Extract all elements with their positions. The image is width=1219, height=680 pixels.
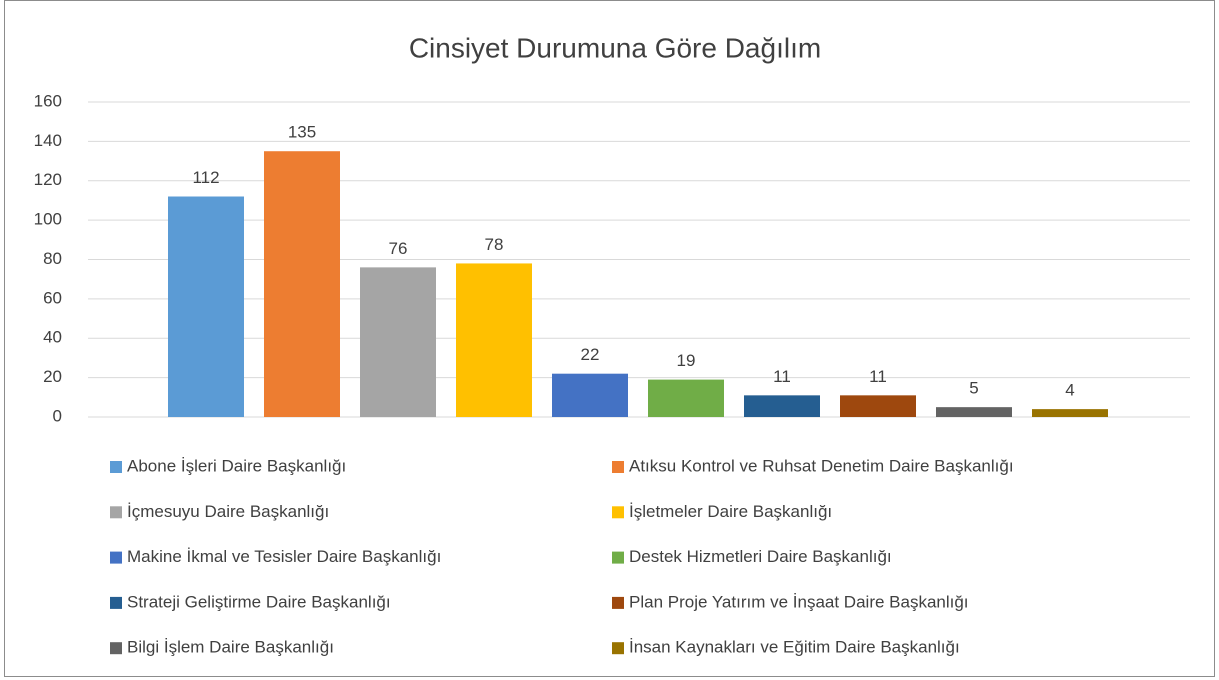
legend-label: Plan Proje Yatırım ve İnşaat Daire Başka…	[629, 592, 969, 611]
bar	[840, 395, 916, 417]
y-tick-label: 0	[53, 406, 62, 425]
y-tick-label: 40	[43, 328, 62, 347]
legend-label: İçmesuyu Daire Başkanlığı	[127, 502, 329, 521]
chart-title: Cinsiyet Durumuna Göre Dağılım	[409, 32, 821, 63]
legend-swatch	[110, 506, 122, 518]
legend-label: İnsan Kaynakları ve Eğitim Daire Başkanl…	[629, 638, 960, 657]
bar	[1032, 409, 1108, 417]
data-label: 19	[677, 351, 696, 370]
legend-label: Makine İkmal ve Tesisler Daire Başkanlığ…	[127, 547, 441, 566]
data-label: 4	[1065, 381, 1074, 400]
legend-label: Destek Hizmetleri Daire Başkanlığı	[629, 547, 892, 566]
legend-swatch	[612, 597, 624, 609]
data-label: 5	[969, 379, 978, 398]
legend-swatch	[110, 597, 122, 609]
legend-label: Bilgi İşlem Daire Başkanlığı	[127, 638, 334, 657]
data-label: 135	[288, 123, 316, 142]
bar	[744, 395, 820, 417]
bar	[456, 263, 532, 417]
bar	[552, 374, 628, 417]
y-tick-label: 140	[34, 131, 62, 150]
y-tick-label: 20	[43, 367, 62, 386]
y-tick-label: 80	[43, 249, 62, 268]
legend-label: Abone İşleri Daire Başkanlığı	[127, 456, 346, 475]
chart: Cinsiyet Durumuna Göre Dağılım 0 20 40 60 80…	[0, 0, 1219, 680]
y-tick-label: 60	[43, 288, 62, 307]
legend-swatch	[110, 642, 122, 654]
data-label: 11	[773, 367, 791, 386]
legend-swatch	[110, 552, 122, 564]
y-tick-label: 120	[34, 170, 62, 189]
legend-swatch	[612, 461, 624, 473]
legend-swatch	[612, 552, 624, 564]
y-tick-label: 100	[34, 210, 62, 229]
data-label: 112	[192, 168, 219, 187]
bar	[168, 197, 244, 418]
bar	[264, 151, 340, 417]
y-tick-label: 160	[34, 91, 62, 110]
bar	[648, 380, 724, 417]
data-label: 22	[581, 345, 600, 364]
legend-swatch	[612, 642, 624, 654]
legend-swatch	[612, 506, 624, 518]
legend-label: İşletmeler Daire Başkanlığı	[629, 502, 832, 521]
bar	[936, 407, 1012, 417]
legend-label: Strateji Geliştirme Daire Başkanlığı	[127, 592, 391, 611]
data-label: 78	[485, 235, 504, 254]
legend-swatch	[110, 461, 122, 473]
bar	[360, 267, 436, 417]
data-label: 76	[389, 239, 408, 258]
legend-label: Atıksu Kontrol ve Ruhsat Denetim Daire B…	[629, 456, 1014, 475]
data-label: 11	[869, 367, 887, 386]
